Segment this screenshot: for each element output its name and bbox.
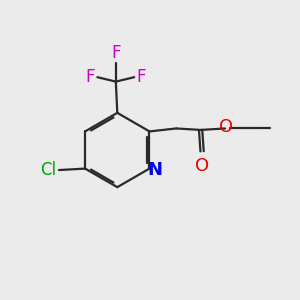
Text: F: F [85,68,95,86]
Text: O: O [218,118,233,136]
Text: Cl: Cl [40,161,57,179]
Text: F: F [136,68,146,86]
Text: N: N [147,161,162,179]
Text: O: O [195,157,209,175]
Text: F: F [111,44,121,62]
